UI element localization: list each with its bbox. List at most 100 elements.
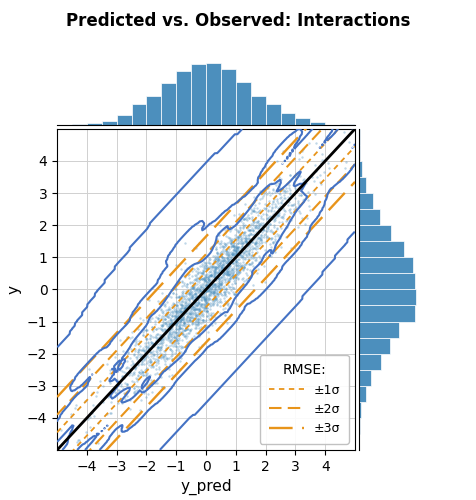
Point [217,264,225,272]
Point [125,348,132,356]
Point [223,278,230,286]
Point [231,251,239,259]
Point [165,329,172,337]
Point [229,260,237,268]
Point [128,370,136,378]
Point [187,290,195,298]
Point [109,370,117,378]
Point [255,244,262,252]
Point [186,274,193,282]
Point [162,310,170,318]
Point [203,270,210,278]
Point [212,246,220,254]
Point [206,284,213,292]
Point [111,392,119,400]
Point [232,249,240,257]
Point [214,287,221,295]
Point [108,398,115,406]
Point [199,274,207,282]
Point [233,249,240,257]
Point [86,422,93,430]
Point [223,268,230,276]
Point [243,238,250,246]
Point [199,269,207,277]
Point [223,300,231,308]
Point [246,236,254,244]
Point [217,281,225,289]
Point [235,250,243,258]
Point [234,270,241,278]
Point [217,244,224,252]
Point [182,322,190,330]
Point [167,332,175,340]
Point [284,201,291,209]
Point [236,286,244,294]
Point [279,187,287,195]
Point [220,270,228,278]
Point [171,333,179,341]
Point [172,320,179,328]
Point [249,217,257,225]
Point [211,280,219,288]
Point [246,229,254,237]
Point [139,330,146,338]
Point [228,250,236,258]
Point [251,224,258,232]
Point [159,321,166,329]
Point [205,276,213,283]
Point [130,350,138,358]
Point [199,270,207,278]
Point [279,200,287,208]
Point [204,322,211,330]
Point [197,287,204,295]
Point [137,352,145,360]
Point [171,318,179,326]
Point [236,251,243,259]
Point [240,244,248,252]
Point [113,350,121,358]
Point [194,316,201,324]
Point [181,298,189,306]
Point [174,301,181,309]
Point [181,302,188,310]
Point [251,239,258,247]
Point [224,244,231,252]
Point [247,226,254,234]
Point [191,324,199,332]
Point [180,320,188,328]
Point [196,275,204,283]
Point [244,234,252,242]
Point [205,316,213,324]
Point [258,194,266,202]
Point [166,305,174,313]
Point [227,236,234,244]
Point [193,306,200,314]
Point [165,372,172,380]
Point [139,386,147,394]
Point [242,236,249,244]
Point [206,306,214,314]
Point [126,354,133,362]
Point [225,256,233,264]
Point [220,268,228,276]
Point [226,264,233,272]
Point [248,242,256,250]
Point [193,292,201,300]
Point [205,272,213,280]
Point [168,346,175,354]
Point [190,306,198,314]
Point [266,191,273,199]
Point [188,308,196,316]
Point [226,270,233,278]
Point [199,280,207,288]
Point [263,224,271,232]
Point [268,189,276,197]
Point [320,156,327,164]
Point [194,306,202,314]
Point [164,324,172,332]
Point [230,288,238,296]
Point [160,312,168,320]
Point [196,306,203,314]
Point [142,326,149,334]
Point [264,214,271,222]
